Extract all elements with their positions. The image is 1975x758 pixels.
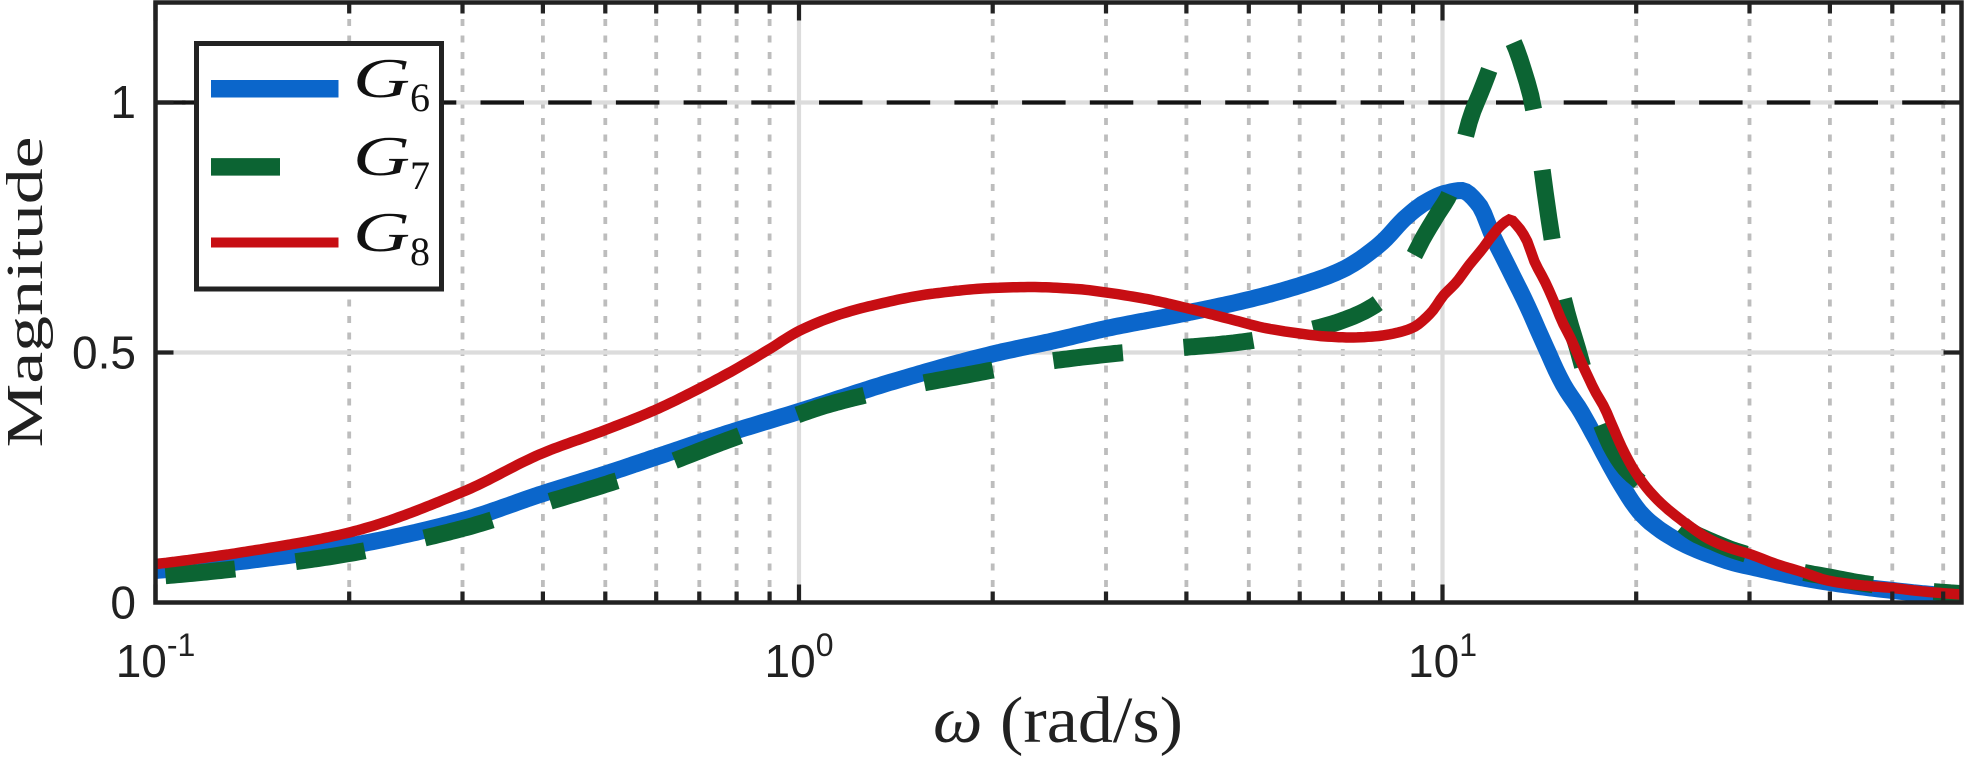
svg-text:1: 1	[110, 76, 136, 128]
svg-text:G6: G6	[353, 48, 430, 120]
svg-text:G8: G8	[353, 202, 430, 274]
svg-text:ω (rad/s): ω (rad/s)	[933, 684, 1183, 757]
svg-text:Magnitude: Magnitude	[0, 137, 54, 448]
svg-text:G7: G7	[353, 126, 430, 198]
svg-text:0.5: 0.5	[72, 327, 136, 379]
svg-text:0: 0	[110, 577, 136, 629]
